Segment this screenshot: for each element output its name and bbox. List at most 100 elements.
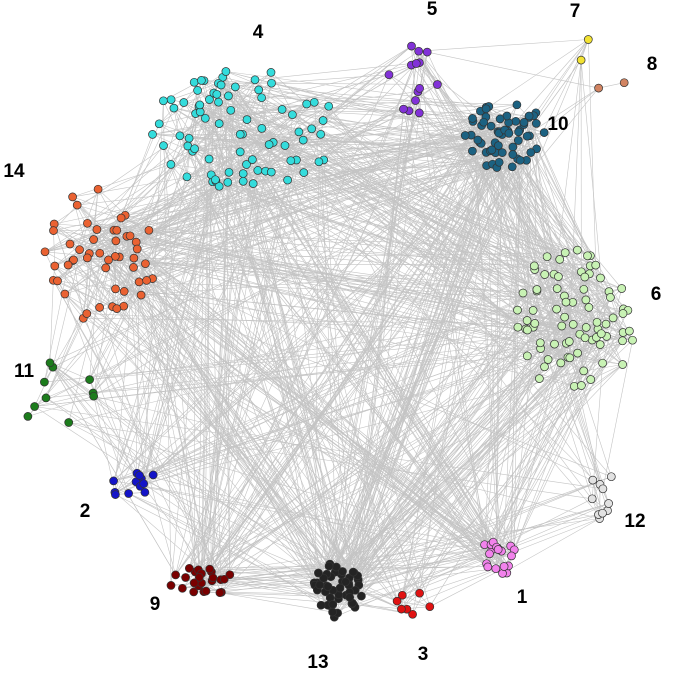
node: [75, 245, 84, 255]
node: [604, 499, 613, 508]
edge: [534, 269, 608, 511]
edge: [348, 324, 574, 586]
edge: [189, 180, 288, 569]
edge: [112, 256, 116, 307]
node: [511, 116, 521, 126]
edge: [487, 379, 591, 568]
edge: [397, 600, 430, 607]
edge: [584, 276, 624, 310]
node: [288, 110, 297, 120]
node: [512, 100, 522, 110]
node: [109, 476, 118, 486]
edge: [292, 114, 603, 364]
node: [526, 148, 536, 157]
node: [223, 177, 233, 187]
edge: [242, 173, 362, 597]
edge: [211, 151, 241, 176]
edge: [208, 158, 222, 580]
node: [554, 272, 563, 281]
edge: [53, 280, 84, 319]
edge: [318, 161, 515, 550]
cluster-label: 13: [307, 652, 328, 673]
edge: [354, 109, 404, 591]
edge: [252, 159, 490, 554]
edge: [211, 110, 232, 572]
edge: [86, 313, 607, 337]
cluster-label: 8: [647, 54, 658, 75]
node: [139, 479, 149, 489]
edge: [73, 252, 566, 261]
edge: [115, 152, 503, 242]
node: [93, 184, 103, 194]
edge: [325, 135, 530, 592]
node: [530, 319, 540, 328]
edge: [67, 264, 497, 548]
node: [497, 148, 507, 157]
edge: [242, 133, 493, 165]
edge: [209, 59, 582, 570]
edge: [220, 84, 526, 330]
edge: [220, 579, 339, 599]
edge: [211, 162, 500, 573]
edge: [319, 143, 482, 586]
edge: [487, 332, 624, 568]
edge: [49, 154, 513, 364]
node: [264, 140, 274, 149]
edge: [590, 344, 601, 380]
edge: [139, 128, 263, 487]
node: [148, 130, 157, 139]
edge: [137, 182, 228, 250]
edge: [115, 329, 528, 495]
edge: [77, 148, 195, 206]
node: [486, 121, 496, 131]
node: [178, 583, 187, 593]
node: [415, 84, 424, 93]
edge: [225, 71, 272, 84]
node: [197, 76, 206, 85]
edge: [173, 107, 210, 160]
node: [397, 590, 407, 600]
edge: [99, 114, 293, 254]
edge: [68, 422, 358, 577]
edge: [345, 324, 574, 582]
node: [166, 581, 176, 590]
node: [606, 472, 616, 482]
node: [101, 263, 111, 273]
edge: [108, 259, 354, 573]
node: [617, 284, 627, 293]
node: [266, 167, 276, 177]
edge: [209, 162, 500, 570]
node: [519, 118, 529, 127]
edge: [502, 124, 525, 574]
edge: [140, 294, 353, 605]
edge: [402, 271, 582, 596]
node: [83, 218, 92, 228]
node: [397, 604, 406, 614]
edge: [332, 150, 491, 613]
node: [316, 129, 326, 139]
edge: [219, 592, 333, 613]
edge: [113, 134, 472, 482]
node: [280, 141, 290, 150]
node: [135, 471, 144, 480]
node: [414, 108, 424, 118]
node: [110, 252, 120, 261]
edge: [108, 230, 115, 260]
edge: [199, 111, 359, 580]
node: [522, 131, 532, 141]
edge: [128, 493, 328, 606]
edge: [209, 99, 501, 120]
edge: [215, 102, 219, 180]
node: [111, 236, 121, 246]
edge: [129, 235, 339, 599]
edge: [357, 255, 591, 576]
edge: [133, 267, 485, 545]
node: [324, 561, 334, 571]
edge: [179, 74, 390, 137]
node: [507, 162, 517, 172]
node: [485, 549, 494, 559]
edge: [598, 82, 625, 89]
edge: [179, 135, 402, 610]
node: [473, 135, 483, 145]
node: [316, 600, 326, 610]
